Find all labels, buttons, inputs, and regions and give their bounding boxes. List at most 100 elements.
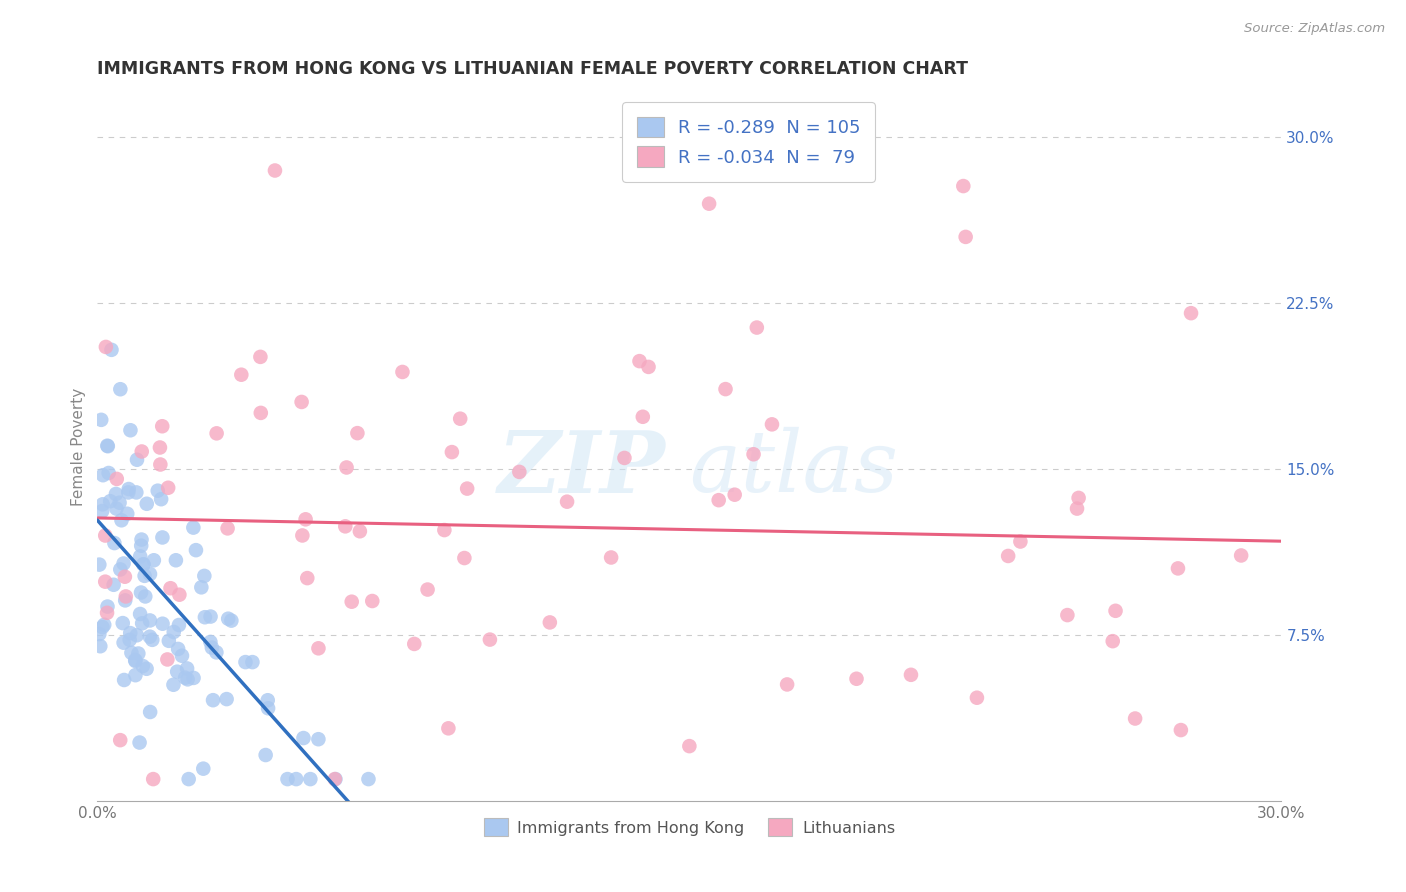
Point xyxy=(125,452,148,467)
Point xyxy=(91,497,114,511)
Point xyxy=(112,673,135,687)
Point xyxy=(100,343,122,357)
Point xyxy=(157,481,180,495)
Point xyxy=(152,616,174,631)
Point xyxy=(162,678,184,692)
Point xyxy=(118,482,141,496)
Point xyxy=(1104,604,1126,618)
Point xyxy=(952,179,974,194)
Point xyxy=(264,163,287,178)
Point xyxy=(221,614,243,628)
Point xyxy=(114,590,136,604)
Point xyxy=(1167,561,1189,575)
Point xyxy=(105,472,128,486)
Point xyxy=(112,635,135,649)
Point xyxy=(125,628,148,642)
Point xyxy=(249,406,271,420)
Point xyxy=(1101,634,1123,648)
Point xyxy=(724,488,747,502)
Point xyxy=(183,520,205,534)
Point xyxy=(416,582,439,597)
Point xyxy=(166,665,188,679)
Point xyxy=(335,519,357,533)
Point xyxy=(108,496,131,510)
Point xyxy=(453,551,475,566)
Point xyxy=(357,772,380,786)
Text: Source: ZipAtlas.com: Source: ZipAtlas.com xyxy=(1244,22,1385,36)
Point xyxy=(129,607,152,621)
Point xyxy=(127,647,149,661)
Point xyxy=(697,196,720,211)
Point xyxy=(745,320,768,334)
Point xyxy=(456,482,478,496)
Point xyxy=(631,409,654,424)
Point xyxy=(440,445,463,459)
Point xyxy=(194,610,217,624)
Point xyxy=(149,441,172,455)
Point xyxy=(193,569,215,583)
Point xyxy=(132,558,155,572)
Point xyxy=(215,692,238,706)
Point xyxy=(135,662,157,676)
Point xyxy=(129,585,152,599)
Point xyxy=(291,395,314,409)
Point xyxy=(254,747,277,762)
Point xyxy=(129,539,152,553)
Point xyxy=(114,570,136,584)
Point xyxy=(149,458,172,472)
Point xyxy=(307,732,329,747)
Point xyxy=(294,512,316,526)
Point xyxy=(91,620,114,634)
Point xyxy=(96,439,118,453)
Point xyxy=(346,426,368,441)
Point xyxy=(163,624,186,639)
Point xyxy=(1170,723,1192,737)
Point xyxy=(955,230,977,244)
Point xyxy=(98,494,121,508)
Point xyxy=(335,460,357,475)
Point xyxy=(628,354,651,368)
Text: IMMIGRANTS FROM HONG KONG VS LITHUANIAN FEMALE POVERTY CORRELATION CHART: IMMIGRANTS FROM HONG KONG VS LITHUANIAN … xyxy=(97,60,969,78)
Point xyxy=(205,645,228,659)
Point xyxy=(1066,501,1088,516)
Point xyxy=(249,350,271,364)
Point xyxy=(361,594,384,608)
Point xyxy=(997,549,1019,563)
Point xyxy=(183,671,205,685)
Point xyxy=(97,439,120,453)
Point xyxy=(110,513,132,527)
Point xyxy=(323,772,346,786)
Point xyxy=(167,618,190,632)
Point xyxy=(120,626,142,640)
Point xyxy=(325,772,347,786)
Point xyxy=(167,642,190,657)
Point xyxy=(142,553,165,567)
Point xyxy=(184,543,207,558)
Point xyxy=(111,616,134,631)
Point xyxy=(478,632,501,647)
Point xyxy=(103,578,125,592)
Point xyxy=(1180,306,1202,320)
Point xyxy=(114,593,136,607)
Point xyxy=(134,590,156,604)
Point xyxy=(139,705,162,719)
Point xyxy=(129,549,152,564)
Point xyxy=(93,617,115,632)
Point xyxy=(169,588,191,602)
Point xyxy=(200,609,222,624)
Point xyxy=(231,368,253,382)
Point xyxy=(120,646,142,660)
Point xyxy=(90,413,112,427)
Point xyxy=(91,504,114,518)
Point xyxy=(131,533,153,547)
Point xyxy=(134,569,156,583)
Point xyxy=(146,483,169,498)
Point xyxy=(170,648,193,663)
Text: ZIP: ZIP xyxy=(498,426,665,510)
Y-axis label: Female Poverty: Female Poverty xyxy=(72,388,86,507)
Point xyxy=(89,558,111,572)
Point xyxy=(205,426,228,441)
Point xyxy=(112,557,135,571)
Point xyxy=(139,630,162,644)
Point xyxy=(538,615,561,630)
